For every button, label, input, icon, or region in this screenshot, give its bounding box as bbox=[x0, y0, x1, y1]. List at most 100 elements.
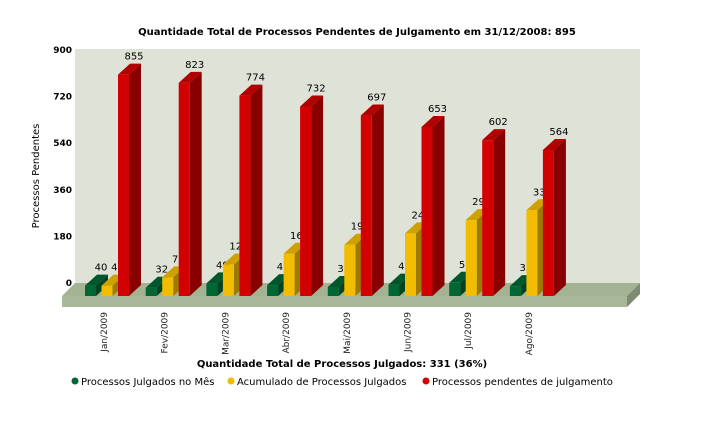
data-label: 72 bbox=[172, 254, 185, 265]
bar-front bbox=[118, 74, 129, 297]
bar-top bbox=[85, 274, 108, 286]
bar-front bbox=[509, 286, 521, 296]
data-label: 40 bbox=[95, 263, 108, 274]
bar-front bbox=[206, 283, 218, 296]
bar-front bbox=[178, 82, 190, 296]
data-label: 40 bbox=[111, 263, 124, 274]
data-label: 732 bbox=[307, 83, 326, 94]
bar-front bbox=[482, 140, 494, 296]
x-tick-label: Mai/2009 bbox=[343, 312, 353, 354]
bar-side bbox=[129, 63, 141, 297]
bar-pendentes bbox=[300, 95, 324, 296]
data-label: 51 bbox=[459, 260, 472, 271]
x-tick-label: Ago/2009 bbox=[525, 312, 535, 356]
bar-side bbox=[311, 95, 324, 296]
chart-title: Quantidade Total de Processos Pendentes … bbox=[138, 27, 576, 38]
x-axis-label: Quantidade Total de Processos Julgados: … bbox=[197, 359, 487, 370]
data-label: 697 bbox=[367, 93, 386, 104]
data-label: 121 bbox=[229, 242, 248, 253]
legend-marker-icon bbox=[422, 377, 430, 385]
y-tick-label: 720 bbox=[53, 93, 72, 103]
data-label: 823 bbox=[185, 60, 204, 71]
bar-front bbox=[421, 126, 433, 296]
bar-side bbox=[432, 115, 445, 296]
bar-front bbox=[449, 282, 461, 296]
bar-front bbox=[283, 253, 295, 296]
data-label: 49 bbox=[216, 260, 229, 271]
data-label: 774 bbox=[246, 73, 265, 84]
bar-front bbox=[239, 95, 251, 297]
legend-marker-icon bbox=[227, 377, 235, 385]
legend-label: Processos pendentes de julgamento bbox=[432, 377, 613, 388]
data-label: 32 bbox=[155, 265, 168, 276]
x-tick-label: Mar/2009 bbox=[221, 312, 231, 355]
x-tick-label: Abr/2009 bbox=[282, 312, 292, 354]
data-label: 44 bbox=[398, 262, 411, 273]
data-label: 35 bbox=[337, 264, 350, 275]
bar-front bbox=[267, 285, 279, 296]
bar-front bbox=[101, 285, 113, 296]
bar-front bbox=[465, 220, 477, 296]
data-label: 163 bbox=[290, 231, 309, 242]
data-label: 602 bbox=[489, 117, 508, 128]
plot-floor-side bbox=[627, 283, 640, 307]
bar-pendentes bbox=[542, 138, 566, 296]
y-tick-label: 540 bbox=[53, 139, 72, 149]
legend-marker-icon bbox=[71, 377, 79, 385]
bar-top bbox=[542, 138, 566, 150]
bar-front bbox=[388, 284, 400, 296]
legend-item: Processos Julgados no Mês bbox=[71, 376, 214, 388]
y-axis-label: Processos Pendentes bbox=[31, 124, 42, 229]
bar-top bbox=[421, 115, 445, 127]
bar-front bbox=[542, 149, 554, 296]
bar-front bbox=[145, 287, 157, 296]
data-label: 564 bbox=[549, 127, 568, 138]
bar-top bbox=[178, 71, 202, 83]
bar-pendentes bbox=[482, 129, 506, 296]
bar-top bbox=[118, 63, 141, 75]
legend-item: Acumulado de Processos Julgados bbox=[227, 377, 406, 388]
bar-pendentes bbox=[421, 115, 445, 296]
x-tick-label: Jul/2009 bbox=[464, 312, 474, 350]
bar-pendentes bbox=[360, 104, 384, 296]
bar-pendentes bbox=[118, 63, 141, 297]
data-label: 293 bbox=[472, 197, 491, 208]
x-tick-label: Jan/2009 bbox=[100, 312, 110, 353]
legend-label: Processos Julgados no Mês bbox=[81, 376, 214, 388]
y-tick-label: 900 bbox=[53, 46, 72, 56]
bar-side bbox=[553, 138, 566, 296]
data-label: 42 bbox=[277, 262, 290, 273]
bar-front bbox=[300, 106, 312, 296]
plot-floor-front bbox=[62, 296, 627, 307]
bar-side bbox=[189, 71, 202, 296]
data-label: 653 bbox=[428, 104, 447, 115]
y-tick-label: 360 bbox=[53, 186, 72, 196]
bar-pendentes bbox=[239, 84, 263, 297]
bar-top bbox=[300, 95, 324, 107]
data-label: 331 bbox=[533, 187, 552, 198]
x-tick-label: Jun/2009 bbox=[404, 312, 414, 353]
bar-front bbox=[85, 285, 96, 296]
legend-item: Processos pendentes de julgamento bbox=[422, 377, 613, 388]
bar-top bbox=[239, 84, 263, 96]
bar-front bbox=[526, 210, 538, 296]
bar-top bbox=[360, 104, 384, 116]
bar-front bbox=[162, 277, 174, 296]
bar-front bbox=[405, 233, 416, 296]
bar-front bbox=[327, 286, 339, 296]
y-tick-label: 180 bbox=[53, 232, 72, 242]
legend-label: Acumulado de Processos Julgados bbox=[237, 377, 406, 388]
bar-pendentes bbox=[178, 71, 202, 296]
bar-side bbox=[250, 84, 263, 297]
bar-front bbox=[222, 264, 234, 296]
bar-side bbox=[493, 129, 506, 296]
data-label: 198 bbox=[351, 222, 370, 233]
bar-front bbox=[360, 115, 372, 296]
bar-front bbox=[344, 244, 356, 296]
bar-side bbox=[371, 104, 384, 296]
data-label: 855 bbox=[124, 52, 143, 63]
bar-top bbox=[482, 129, 506, 141]
data-label: 242 bbox=[411, 210, 430, 221]
data-label: 38 bbox=[520, 263, 533, 274]
